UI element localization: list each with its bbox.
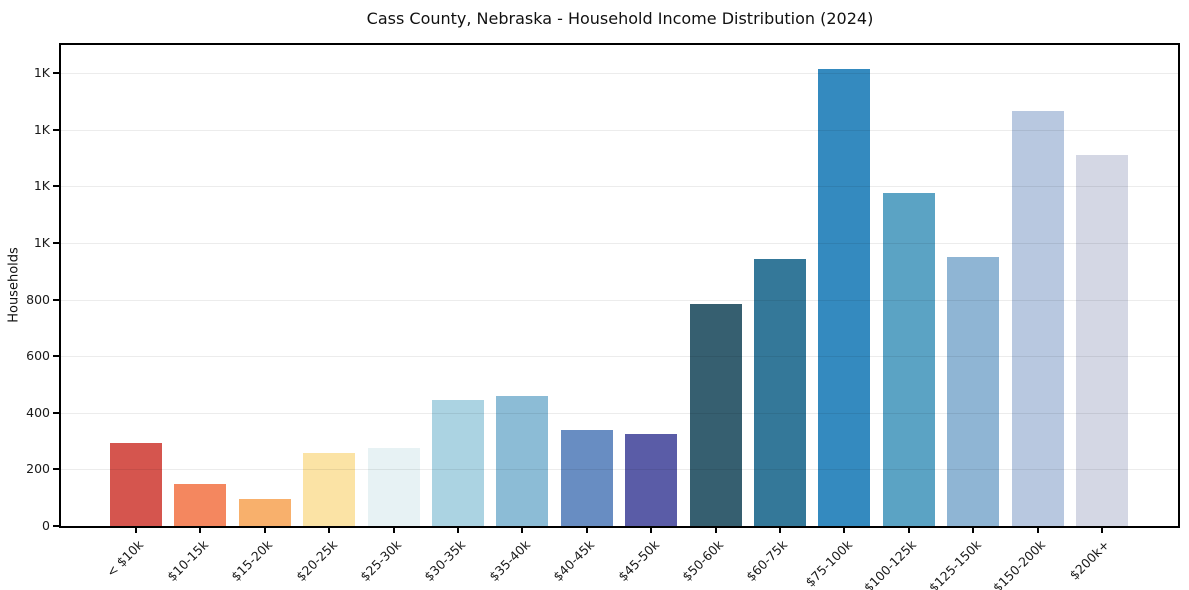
bar: [754, 259, 806, 526]
x-tick-label: $150-200k: [989, 537, 1049, 590]
x-tick-label: $20-25k: [292, 537, 340, 585]
x-tick-mark: [263, 528, 266, 533]
x-tick-mark: [457, 528, 459, 533]
x-tick-mark: [585, 528, 588, 533]
x-tick-mark: [972, 528, 975, 533]
x-tick-label: $35-40k: [485, 537, 534, 585]
x-tick-label: $60-75k: [743, 537, 791, 585]
x-tick-label: $125-150k: [925, 537, 984, 590]
y-tick-label: 1K: [33, 65, 50, 81]
y-tick-label: 200: [26, 461, 50, 477]
y-tick-label: 1K: [33, 121, 50, 137]
bar: [110, 443, 162, 526]
plot-area: [59, 43, 1180, 528]
bar: [238, 499, 291, 526]
bar: [496, 396, 549, 526]
x-tick-label: $10-15k: [163, 537, 212, 585]
x-tick-label: $200k+: [1066, 537, 1113, 583]
y-axis-title: Households: [6, 247, 22, 323]
x-tick-mark: [907, 528, 910, 533]
bar: [947, 257, 1000, 526]
x-tick-label: $45-50k: [614, 537, 662, 585]
x-tick-label: $100-125k: [861, 537, 920, 590]
y-tick-label: 0: [42, 518, 50, 533]
x-tick-mark: [392, 528, 395, 533]
x-tick-mark: [328, 528, 331, 533]
bar: [432, 400, 484, 526]
bar: [625, 434, 678, 526]
x-tick-mark: [714, 528, 717, 533]
x-tick-mark: [135, 528, 137, 533]
x-tick-mark: [199, 528, 202, 533]
bar: [174, 484, 227, 526]
x-tick-label: $75-100k: [802, 537, 856, 590]
x-tick-mark: [1101, 528, 1103, 533]
x-tick-mark: [650, 528, 653, 533]
y-tick-label: 1K: [33, 178, 50, 194]
bar: [1076, 155, 1128, 526]
bar: [560, 430, 613, 526]
x-tick-label: < $10k: [103, 537, 147, 580]
bar: [882, 193, 935, 526]
bar: [367, 448, 420, 526]
y-tick-label: 400: [26, 404, 50, 420]
x-tick-label: $40-45k: [550, 537, 598, 585]
x-tick-label: $30-35k: [421, 537, 469, 585]
y-tick-label: 1K: [33, 235, 50, 251]
x-tick-label: $50-60k: [679, 537, 727, 585]
x-tick-mark: [1036, 528, 1039, 533]
bar: [1011, 111, 1064, 526]
y-tick-label: 800: [26, 291, 50, 307]
bar: [689, 304, 742, 526]
x-tick-mark: [779, 528, 781, 533]
bar: [303, 453, 356, 526]
y-tick-label: 600: [26, 348, 50, 364]
bar: [818, 69, 871, 526]
x-tick-mark: [843, 528, 846, 533]
x-tick-label: $25-30k: [357, 537, 405, 585]
x-tick-mark: [521, 528, 524, 533]
chart-title: Cass County, Nebraska - Household Income…: [366, 9, 874, 28]
x-tick-label: $15-20k: [228, 537, 276, 585]
